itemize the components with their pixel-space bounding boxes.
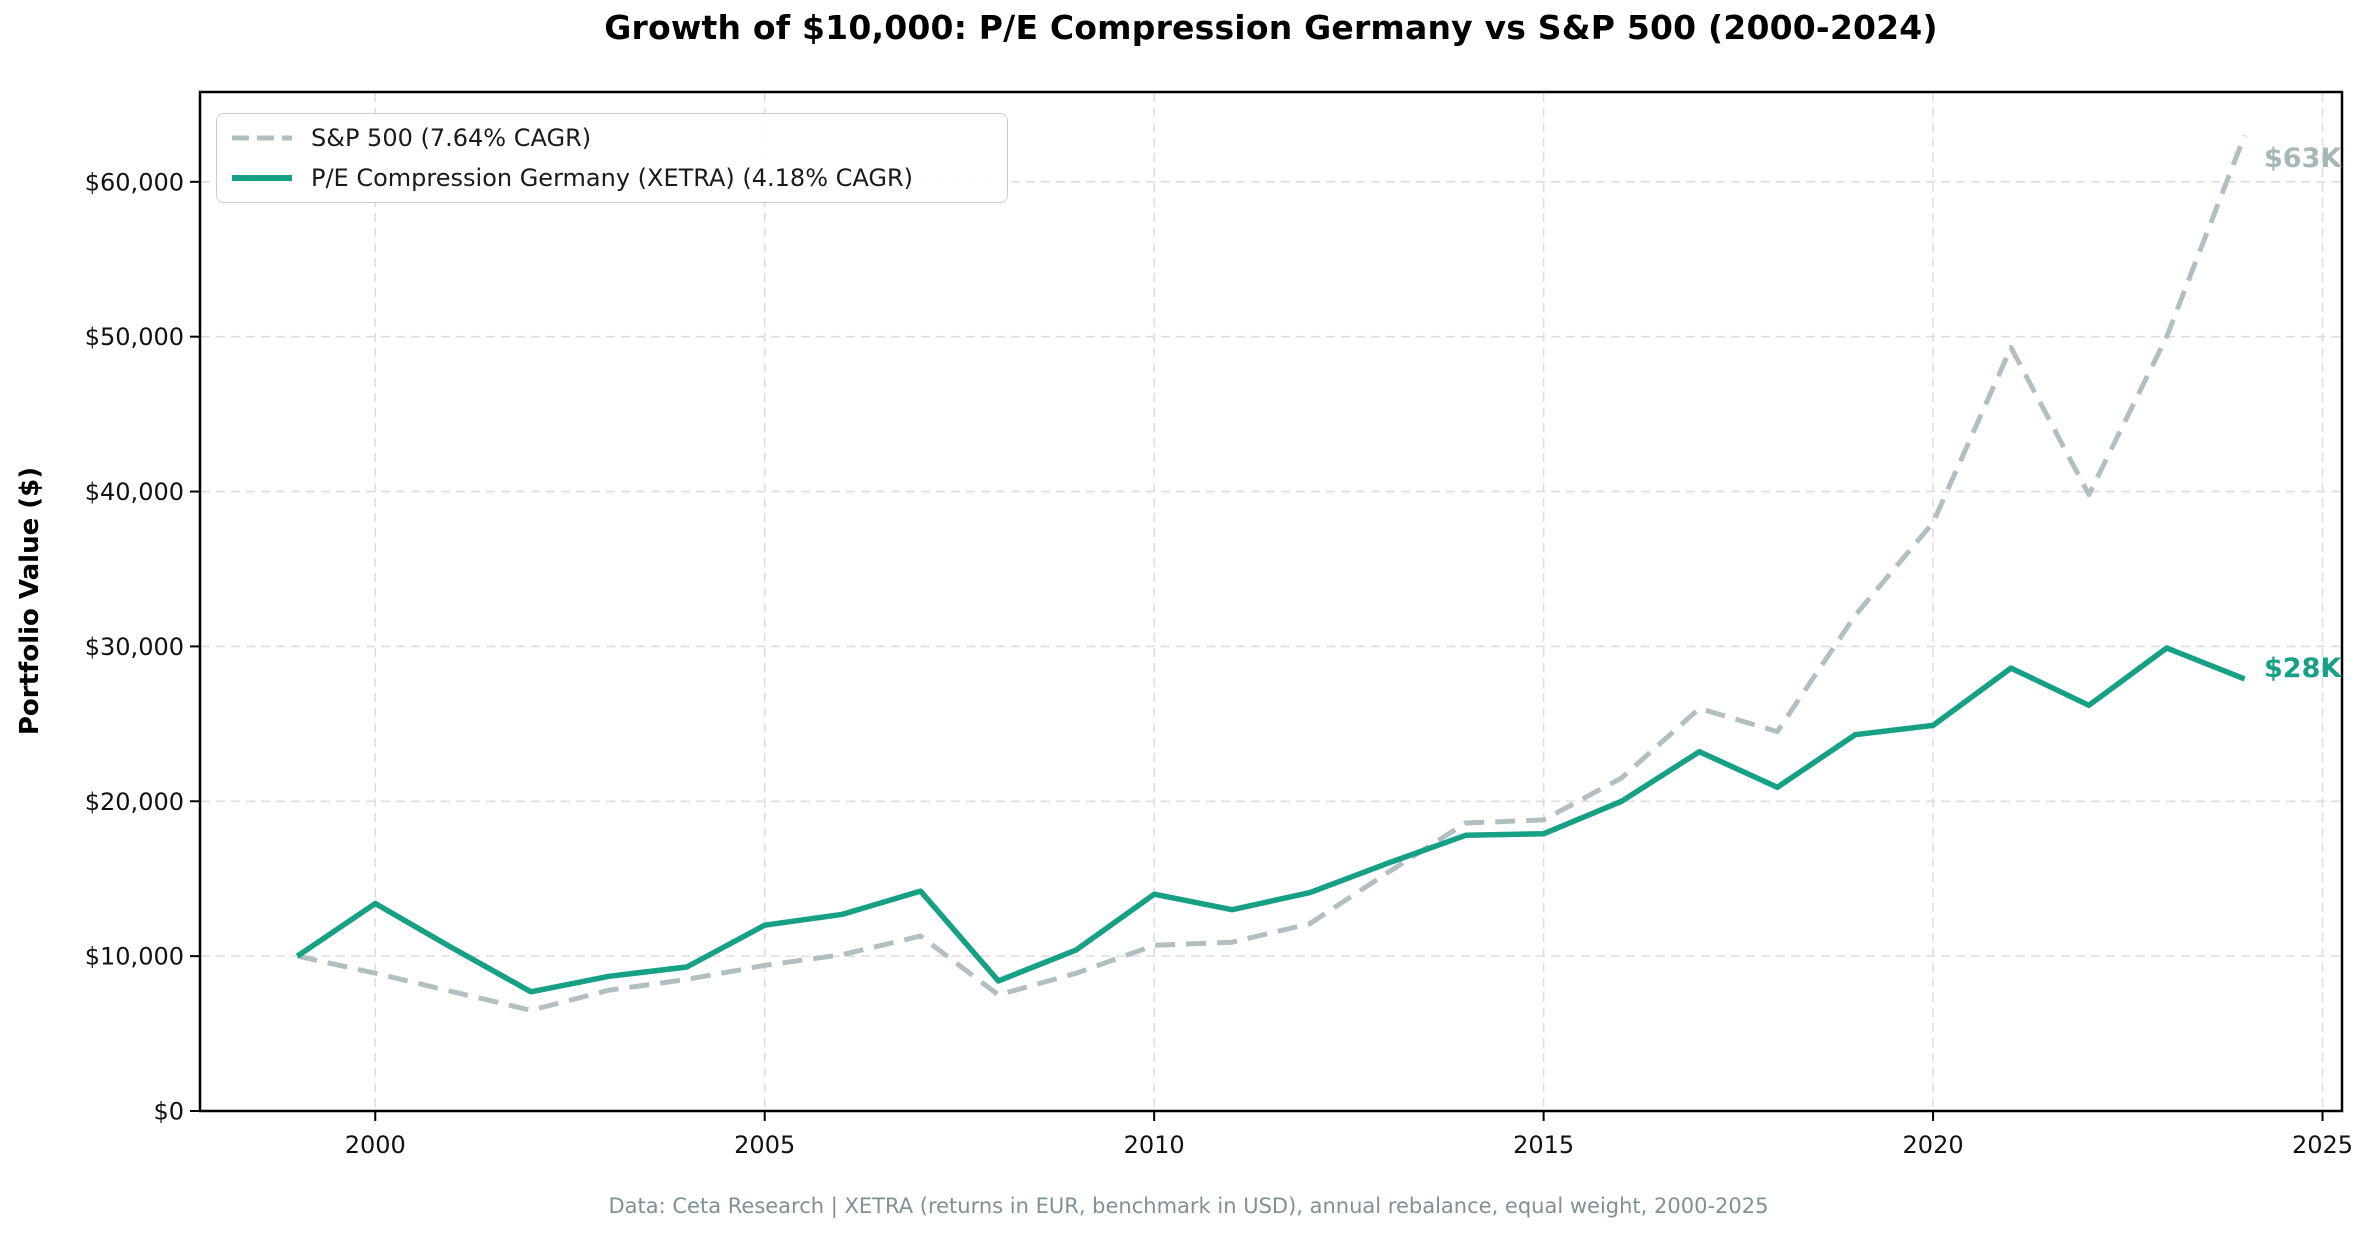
- svg-text:$30,000: $30,000: [85, 633, 184, 661]
- svg-text:2025: 2025: [2292, 1131, 2353, 1159]
- sp500-dashed-line-swatch: [232, 135, 292, 141]
- legend-label-germany: P/E Compression Germany (XETRA) (4.18% C…: [311, 164, 914, 192]
- legend-item-germany: P/E Compression Germany (XETRA) (4.18% C…: [231, 164, 1007, 192]
- svg-text:2010: 2010: [1124, 1131, 1185, 1159]
- data-source-caption: Data: Ceta Research | XETRA (returns in …: [608, 1194, 1769, 1218]
- svg-text:$60,000: $60,000: [85, 168, 184, 196]
- svg-text:$0: $0: [153, 1098, 184, 1126]
- germany-end-value-annotation: $28K: [2264, 653, 2342, 684]
- svg-text:$20,000: $20,000: [85, 788, 184, 816]
- svg-text:$50,000: $50,000: [85, 323, 184, 351]
- svg-text:$10,000: $10,000: [85, 943, 184, 971]
- legend-item-sp500: S&P 500 (7.64% CAGR): [231, 124, 1007, 152]
- svg-text:2005: 2005: [734, 1131, 795, 1159]
- svg-text:2000: 2000: [345, 1131, 406, 1159]
- legend-label-sp500: S&P 500 (7.64% CAGR): [311, 124, 592, 152]
- chart-title: Growth of $10,000: P/E Compression Germa…: [604, 8, 1938, 47]
- svg-text:2015: 2015: [1513, 1131, 1574, 1159]
- legend: S&P 500 (7.64% CAGR) P/E Compression Ger…: [216, 113, 1008, 203]
- y-axis-title: Portfolio Value ($): [15, 466, 45, 736]
- sp500-end-value-annotation: $63K: [2264, 143, 2342, 174]
- germany-solid-line-swatch: [232, 175, 292, 181]
- svg-text:$40,000: $40,000: [85, 478, 184, 506]
- svg-text:2020: 2020: [1903, 1131, 1964, 1159]
